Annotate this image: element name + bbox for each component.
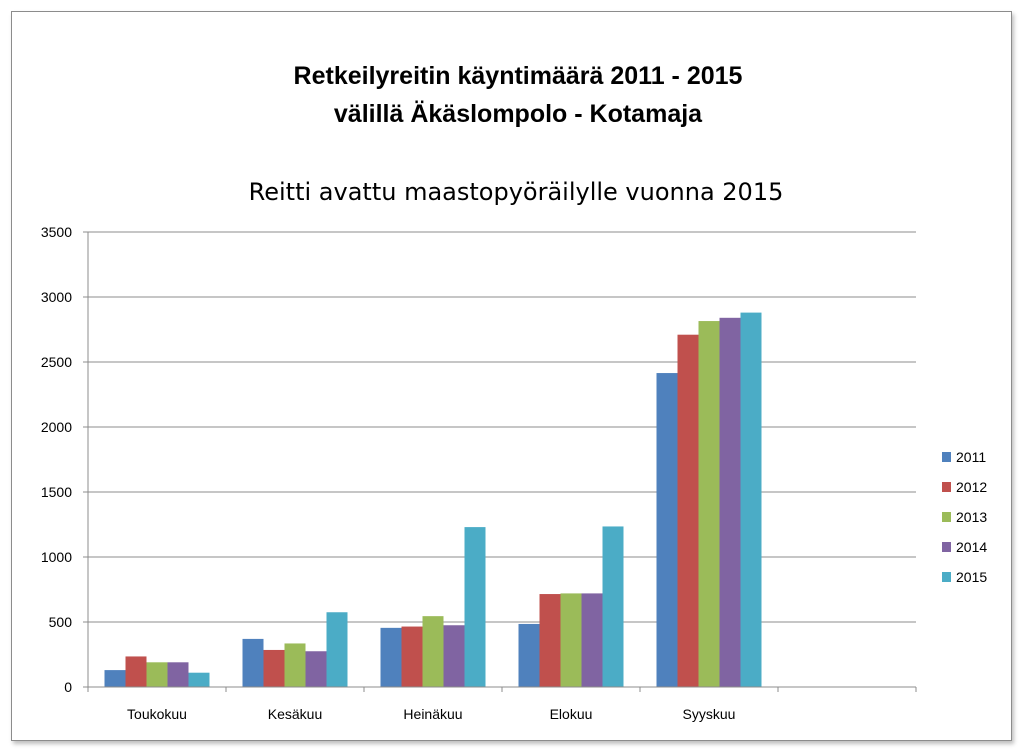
bar bbox=[401, 626, 423, 687]
bar bbox=[284, 643, 306, 687]
bar bbox=[188, 672, 210, 687]
y-tick-label: 2500 bbox=[41, 354, 72, 370]
legend-label: 2013 bbox=[956, 509, 987, 525]
bar bbox=[380, 627, 402, 687]
legend-label: 2012 bbox=[956, 479, 987, 495]
bar bbox=[518, 623, 540, 687]
legend-label: 2011 bbox=[956, 449, 986, 465]
bar bbox=[422, 616, 444, 687]
bar bbox=[263, 649, 285, 687]
legend-label: 2015 bbox=[956, 569, 987, 585]
y-tick-label: 0 bbox=[64, 679, 72, 695]
x-tick-label: Heinäkuu bbox=[403, 706, 462, 722]
x-tick-label: Elokuu bbox=[550, 706, 593, 722]
y-tick-label: 3000 bbox=[41, 289, 72, 305]
bar bbox=[719, 317, 741, 687]
bar bbox=[656, 373, 678, 687]
bar bbox=[125, 656, 147, 687]
bar bbox=[443, 625, 465, 687]
bar bbox=[560, 593, 582, 687]
bar bbox=[167, 662, 189, 687]
bar bbox=[698, 321, 720, 687]
bar bbox=[602, 526, 624, 687]
y-tick-label: 1000 bbox=[41, 549, 72, 565]
bar bbox=[740, 312, 762, 687]
bar bbox=[326, 612, 348, 687]
bar bbox=[581, 593, 603, 687]
bars bbox=[104, 312, 762, 687]
bar bbox=[242, 638, 264, 687]
bar bbox=[464, 527, 486, 687]
legend-swatch bbox=[942, 482, 951, 492]
x-tick-label: Toukokuu bbox=[127, 706, 187, 722]
bar bbox=[146, 662, 168, 687]
legend-label: 2014 bbox=[956, 539, 987, 555]
chart-title-line-2: välillä Äkäslompolo - Kotamaja bbox=[334, 100, 703, 128]
legend-swatch bbox=[942, 512, 951, 522]
y-axis: 0 500 1000 1500 2000 2500 3000 3500 bbox=[41, 224, 89, 695]
bar bbox=[677, 334, 699, 687]
y-tick-label: 500 bbox=[49, 614, 73, 630]
y-tick-label: 3500 bbox=[41, 224, 72, 240]
y-tick-label: 2000 bbox=[41, 419, 72, 435]
gridlines bbox=[88, 231, 916, 623]
legend: 2011 2012 2013 2014 2015 bbox=[942, 449, 987, 585]
chart-frame bbox=[11, 11, 1012, 741]
x-tick-label: Syyskuu bbox=[683, 706, 736, 722]
legend-swatch bbox=[942, 572, 951, 582]
legend-swatch bbox=[942, 452, 951, 462]
legend-swatch bbox=[942, 542, 951, 552]
bar bbox=[104, 670, 126, 687]
y-tick-label: 1500 bbox=[41, 484, 72, 500]
bar bbox=[305, 651, 327, 687]
chart-subtitle: Reitti avattu maastopyöräilylle vuonna 2… bbox=[249, 178, 784, 206]
bar bbox=[539, 594, 561, 687]
chart-title-line-1: Retkeilyreitin käyntimäärä 2011 - 2015 bbox=[294, 62, 743, 90]
x-tick-label: Kesäkuu bbox=[268, 706, 322, 722]
x-axis: Toukokuu Kesäkuu Heinäkuu Elokuu Syyskuu bbox=[87, 686, 917, 722]
